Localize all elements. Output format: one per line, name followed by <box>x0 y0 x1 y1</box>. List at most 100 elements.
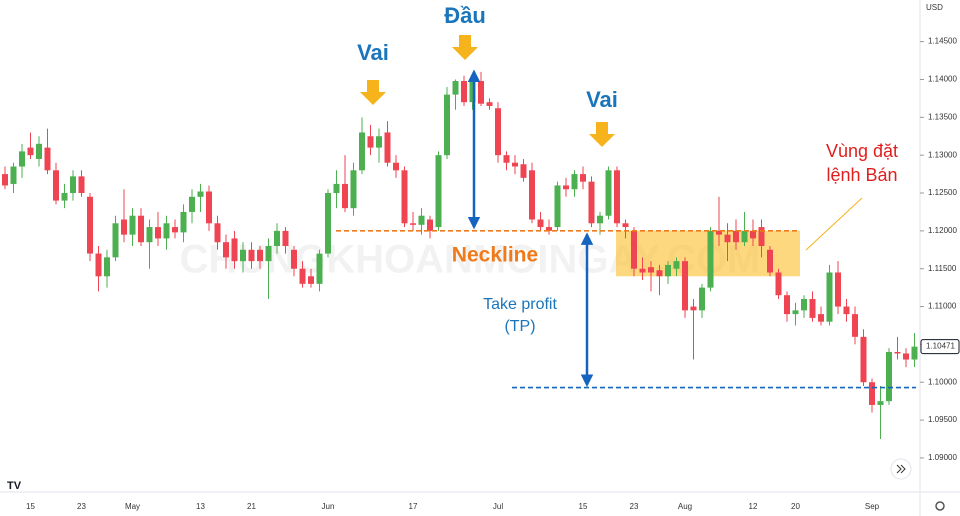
candle-body <box>869 382 875 405</box>
zone-label: Vùng đặt <box>826 141 898 161</box>
x-tick-label: May <box>125 502 140 511</box>
candle-body <box>750 230 756 239</box>
logo: TV <box>7 480 22 492</box>
candle-body <box>809 298 816 318</box>
candle-body <box>129 215 136 235</box>
candle-body <box>359 132 365 171</box>
shoulder-label: Vai <box>586 87 618 112</box>
y-tick-label: 1.12000 <box>928 226 957 235</box>
logo-text: TV <box>7 480 22 492</box>
tp-label: Take profit <box>483 296 557 313</box>
candle-body <box>699 287 705 311</box>
x-tick-label: 21 <box>247 502 256 511</box>
candle-body <box>189 196 195 212</box>
y-tick-label: 1.11500 <box>928 264 957 273</box>
candle-body <box>512 162 518 167</box>
candle-body <box>308 276 314 284</box>
x-tick-label: 15 <box>579 502 588 511</box>
candle-body <box>121 219 127 235</box>
candle-body <box>333 183 340 194</box>
candle-body <box>384 132 391 163</box>
candle-body <box>27 147 34 156</box>
candle-body <box>733 230 739 243</box>
candle-body <box>418 215 425 225</box>
zone-label: lệnh Bán <box>826 165 897 185</box>
candle-body <box>291 249 297 269</box>
candle-body <box>78 176 85 194</box>
candle-body <box>95 253 102 277</box>
candle-body <box>155 227 161 239</box>
settings-icon[interactable] <box>935 501 945 511</box>
candle-body <box>342 183 348 209</box>
candle-body <box>835 272 841 307</box>
marker-arrow <box>452 35 478 60</box>
currency: USD <box>926 3 943 12</box>
candle-body <box>231 238 238 262</box>
candle-body <box>112 223 119 258</box>
x-tick-label: 15 <box>26 502 35 511</box>
candle-body <box>614 170 620 224</box>
candle-body <box>894 351 901 354</box>
candle-body <box>605 170 612 216</box>
candle-body <box>10 166 17 184</box>
candle-body <box>70 176 76 194</box>
candle-body <box>639 268 646 273</box>
marker-arrow <box>589 122 615 147</box>
x-tick-label: 23 <box>630 502 639 511</box>
candle-body <box>690 306 697 311</box>
candle-body <box>274 230 280 246</box>
candle-body <box>682 261 688 311</box>
y-tick-label: 1.10000 <box>928 377 957 386</box>
candle-body <box>775 272 782 296</box>
candle-body <box>486 102 493 106</box>
candle-body <box>350 170 357 209</box>
candle-body <box>818 314 824 322</box>
candle-body <box>911 346 918 360</box>
candle-body <box>784 295 790 315</box>
candle-body <box>860 336 867 383</box>
y-tick-label: 1.09000 <box>928 453 957 462</box>
candle-body <box>240 249 246 262</box>
y-tick-label: 1.13500 <box>928 112 957 121</box>
candle-body <box>588 181 595 224</box>
candle-body <box>325 193 331 254</box>
candle-body <box>622 223 629 228</box>
candle-body <box>852 314 858 337</box>
candle-body <box>716 230 722 235</box>
candle-body <box>206 191 212 224</box>
candle-body <box>563 185 569 190</box>
scroll-button[interactable] <box>890 458 912 480</box>
plot <box>2 69 918 440</box>
shoulder-label: Vai <box>357 40 389 65</box>
last-price-tag <box>920 339 960 355</box>
y-tick-label: 1.14000 <box>928 75 957 84</box>
candle-body <box>648 267 654 273</box>
candle-body <box>877 401 884 405</box>
candle-body <box>843 306 850 315</box>
candle-body <box>826 272 833 322</box>
candle-body <box>163 223 170 239</box>
candle-body <box>104 257 110 277</box>
candle-body <box>427 219 433 231</box>
candle-body <box>452 80 459 95</box>
candle-body <box>665 264 671 277</box>
candle-body <box>554 185 561 228</box>
candle-body <box>503 155 510 163</box>
candle-body <box>53 170 59 201</box>
y-tick-label: 1.12500 <box>928 188 957 197</box>
last-price-label: 1.10471 <box>926 342 955 351</box>
neckline-label: Neckline <box>452 244 538 267</box>
candle-body <box>282 230 289 246</box>
marker-arrow <box>360 80 386 105</box>
candle-body <box>597 215 603 224</box>
candle-body <box>903 353 909 360</box>
x-tick-label: Jun <box>322 502 335 511</box>
candle-body <box>537 219 544 228</box>
candle-body <box>2 174 8 186</box>
x-tick-label: 12 <box>749 502 758 511</box>
candle-body <box>580 174 586 182</box>
candle-body <box>138 215 144 243</box>
candle-body <box>223 242 229 258</box>
x-tick-label: 20 <box>791 502 800 511</box>
